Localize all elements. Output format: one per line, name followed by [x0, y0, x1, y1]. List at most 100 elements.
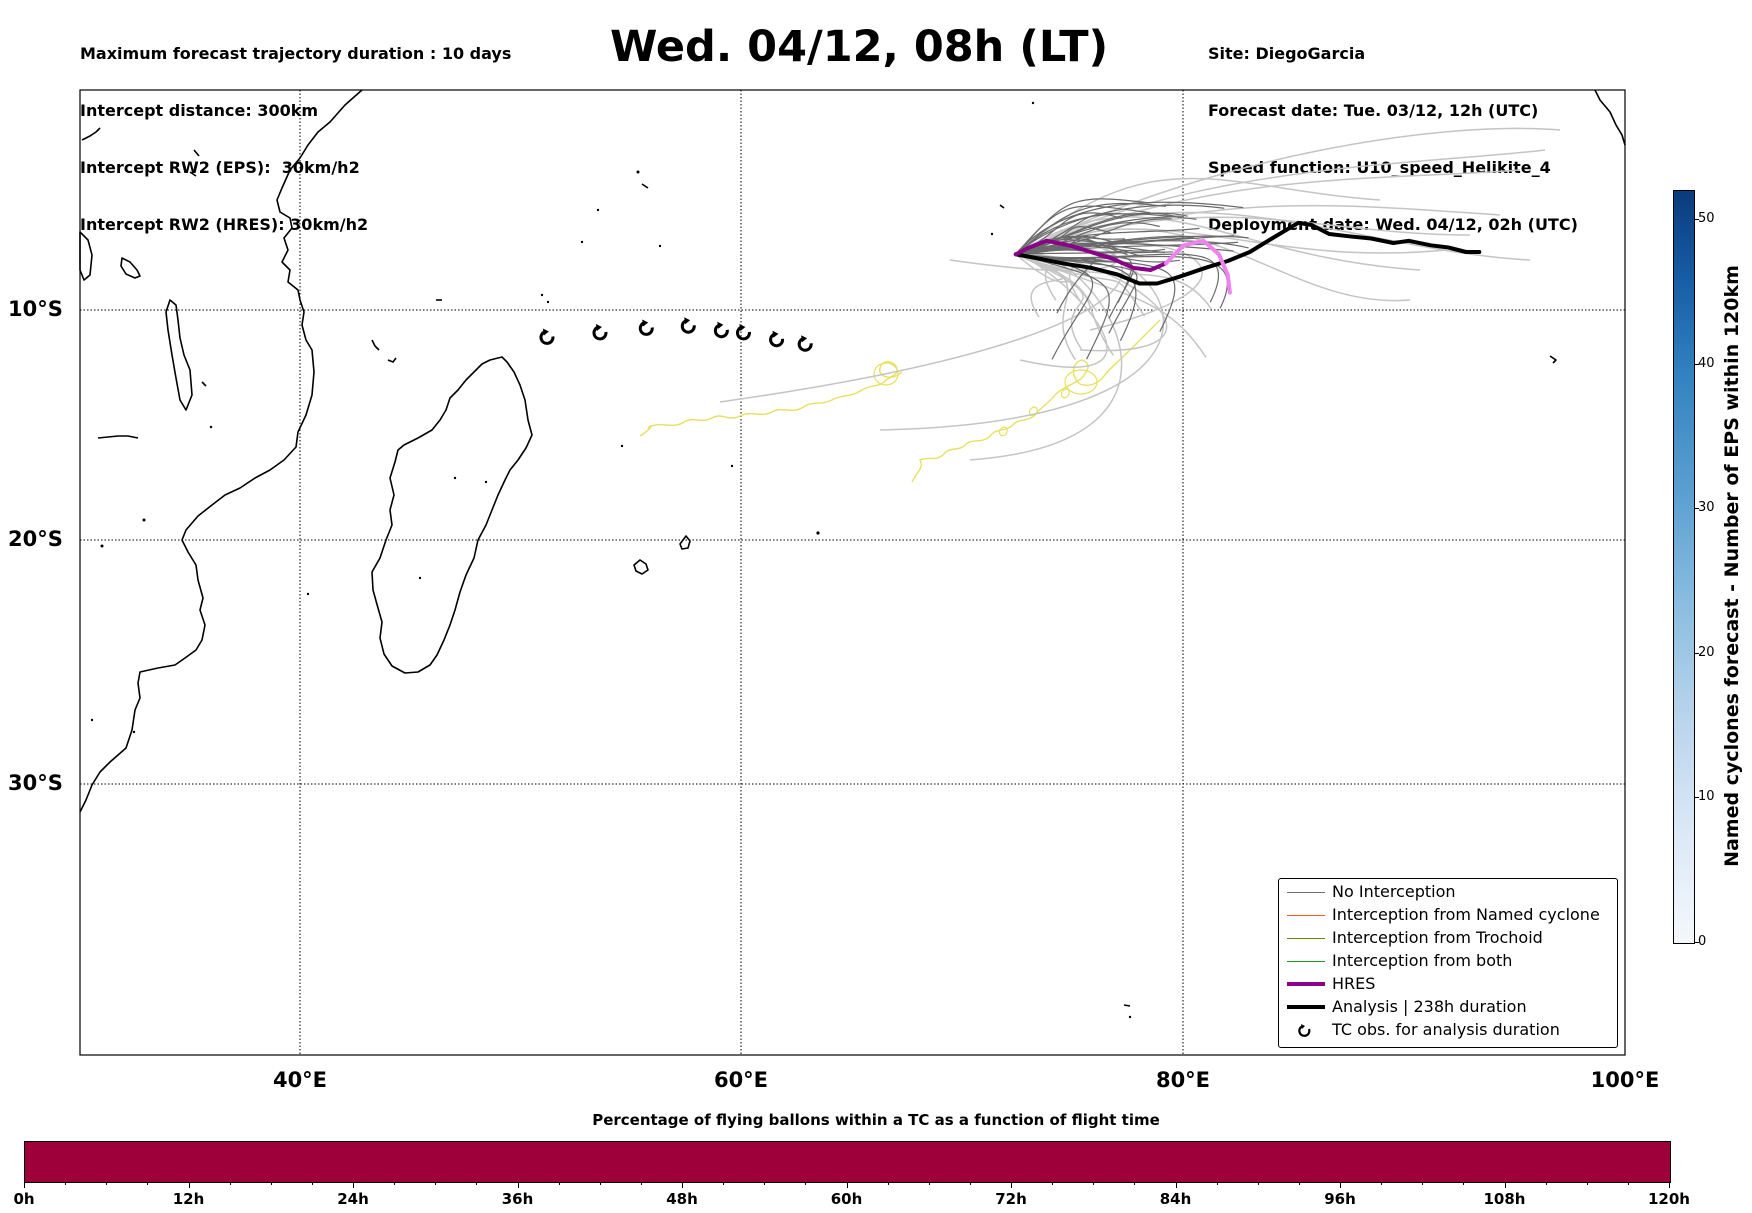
lat-label: 20°S: [8, 527, 63, 551]
legend-item: TC obs. for analysis duration: [1279, 1019, 1617, 1041]
eps-trajectory: [1015, 201, 1244, 255]
map-title: Wed. 04/12, 08h (LT): [610, 22, 1109, 72]
eps-trajectory: [1015, 253, 1115, 356]
lon-label: 60°E: [713, 1068, 769, 1092]
legend-item: Interception from both: [1279, 950, 1617, 972]
tc-obs-symbol-icon: [735, 324, 751, 341]
eps-trajectory: [1015, 211, 1531, 261]
small-islands: [90, 101, 1132, 1019]
flight-time-tick: [969, 1182, 971, 1185]
header-left-line: Intercept distance: 300km: [80, 101, 319, 120]
flight-time-tick: [394, 1182, 396, 1185]
flight-time-label: 84h: [1159, 1190, 1192, 1208]
legend-swatch: [1287, 915, 1325, 916]
bottom-bar-title: Percentage of flying ballons within a TC…: [592, 1111, 1160, 1129]
flight-time-tick: [1093, 1182, 1095, 1185]
flight-time-tick: [1340, 1182, 1341, 1188]
flight-time-tick: [723, 1182, 725, 1185]
lon-label: 100°E: [1590, 1068, 1660, 1092]
trochoid-track-east: [911, 319, 1161, 483]
flight-time-bar: [24, 1141, 1671, 1183]
eps-trajectory: [1015, 253, 1213, 310]
legend-item: Interception from Named cyclone: [1279, 904, 1617, 926]
tc-obs-symbols: [539, 317, 813, 352]
flight-time-tick: [764, 1182, 766, 1185]
legend-swatch: [1287, 982, 1325, 986]
eps-trajectory: [1015, 198, 1148, 255]
flight-time-tick: [1504, 1182, 1506, 1188]
flight-time-tick: [270, 1182, 272, 1185]
flight-time-tick: [353, 1182, 354, 1188]
flight-time-label: 12h: [172, 1190, 205, 1208]
flight-time-tick: [1545, 1182, 1547, 1185]
flight-time-tick: [846, 1182, 848, 1188]
flight-time-tick: [1422, 1182, 1424, 1185]
africa-coastline: [79, 89, 363, 813]
flight-time-tick: [928, 1182, 930, 1185]
legend-swatch: [1287, 961, 1325, 962]
eps-trajectory: [1015, 216, 1421, 271]
colorbar-label: Named cyclones forecast - Number of EPS …: [1721, 265, 1743, 867]
header-left-line: Maximum forecast trajectory duration : 1…: [80, 44, 512, 63]
flight-time-tick: [887, 1182, 889, 1185]
eps-trajectory: [1015, 213, 1197, 255]
header-right-line: Forecast date: Tue. 03/12, 12h (UTC): [1208, 101, 1539, 120]
eps-trajectory: [1015, 253, 1084, 350]
legend-label: No Interception: [1332, 882, 1456, 901]
flight-time-tick: [1216, 1182, 1218, 1185]
flight-time-tick: [147, 1182, 149, 1185]
colorbar-tick: [1694, 797, 1699, 798]
flight-time-tick: [1669, 1182, 1670, 1188]
map-frame: [79, 89, 1626, 1056]
colorbar-tick-label: 50: [1698, 211, 1715, 226]
flight-time-label: 108h: [1483, 1190, 1526, 1208]
flight-time-tick: [1011, 1182, 1012, 1188]
eps-trajectory: [1015, 204, 1225, 255]
flight-time-tick: [558, 1182, 560, 1185]
flight-time-tick: [229, 1182, 231, 1185]
flight-time-tick: [106, 1182, 108, 1185]
tc-obs-symbol-icon: [638, 319, 654, 336]
flight-time-tick: [1627, 1182, 1629, 1185]
eps-trajectory: [1015, 253, 1207, 358]
colorbar-tick: [1694, 653, 1699, 654]
header-left-line: Intercept RW2 (HRES): 30km/h2: [80, 215, 369, 234]
eps-trajectory: [1015, 241, 1239, 255]
flight-time-tick: [476, 1182, 478, 1185]
trochoid-loops: [873, 362, 1098, 437]
colorbar-tick: [1694, 219, 1699, 220]
tc-obs-symbol-icon: [539, 328, 555, 345]
header-right-block: Site: DiegoGarcia Forecast date: Tue. 03…: [1208, 6, 1578, 253]
header-left-block: Maximum forecast trajectory duration : 1…: [80, 6, 511, 253]
flight-time-label: 36h: [501, 1190, 534, 1208]
eps-trajectory: [1015, 127, 1561, 255]
flight-time-tick: [517, 1182, 519, 1188]
legend-label: Interception from both: [1332, 951, 1513, 970]
flight-time-tick: [1381, 1182, 1383, 1185]
eps-trajectory: [1015, 253, 1135, 319]
lon-label: 40°E: [272, 1068, 328, 1092]
legend-item: Analysis | 238h duration: [1279, 996, 1617, 1018]
flight-time-tick: [599, 1182, 601, 1185]
flight-time-label: 24h: [337, 1190, 369, 1208]
colorbar-tick: [1694, 942, 1699, 943]
header-right-line: Site: DiegoGarcia: [1208, 44, 1366, 63]
colorbar-tick-label: 0: [1698, 934, 1707, 949]
lat-label: 10°S: [8, 297, 63, 321]
eps-tracks-light: [719, 127, 1561, 461]
tc-obs-symbol-icon: [797, 335, 813, 352]
lat-label: 30°S: [8, 771, 63, 795]
eps-trajectory: [1015, 202, 1166, 255]
legend-label: TC obs. for analysis duration: [1332, 1020, 1560, 1039]
tc-obs-symbol-icon: [713, 321, 729, 339]
colorbar-tick: [1694, 364, 1699, 365]
flight-time-tick: [1463, 1182, 1465, 1185]
legend-item: No Interception: [1279, 881, 1617, 903]
flight-time-tick: [1175, 1182, 1177, 1188]
colorbar: [1673, 190, 1695, 944]
colorbar-tick: [1694, 508, 1699, 509]
flight-time-tick: [1586, 1182, 1588, 1185]
flight-time-tick: [24, 1182, 25, 1188]
flight-time-tick: [65, 1182, 67, 1185]
